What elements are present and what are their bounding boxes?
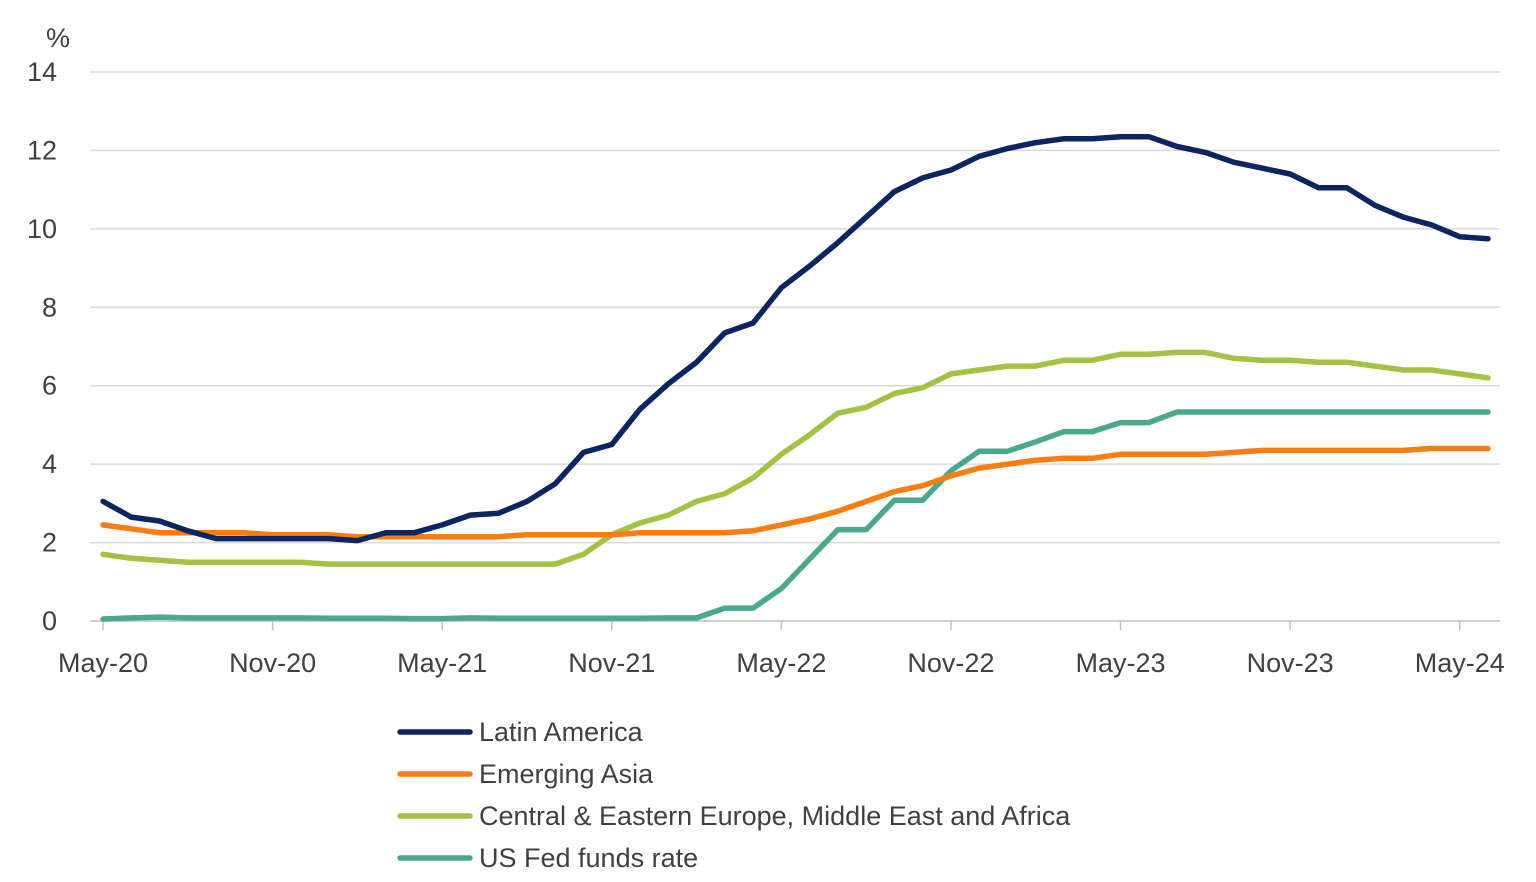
x-tick-label: Nov-22 <box>907 648 994 678</box>
legend-label: Emerging Asia <box>479 759 654 789</box>
y-tick-label: 2 <box>42 528 57 558</box>
x-tick-label: May-20 <box>58 648 148 678</box>
series-line-emerging-asia <box>100 445 1491 540</box>
y-tick-label: 0 <box>42 606 57 636</box>
gridlines <box>90 71 1500 544</box>
y-tick-label: 10 <box>27 214 57 244</box>
legend-label: US Fed funds rate <box>479 843 698 873</box>
x-tick-label: Nov-20 <box>229 648 316 678</box>
series-lines <box>100 133 1491 622</box>
series-line-central-eastern-europe-middle-east-and-africa <box>100 349 1491 567</box>
x-tick-label: May-21 <box>397 648 487 678</box>
x-tick-label: Nov-21 <box>568 648 655 678</box>
series-line-us-fed-funds-rate <box>100 409 1491 622</box>
y-tick-label: 12 <box>27 135 57 165</box>
y-tick-label: 6 <box>42 371 57 401</box>
x-tick-label: Nov-23 <box>1247 648 1334 678</box>
x-tick-label: May-24 <box>1415 648 1505 678</box>
axes: 0 2 4 6 8 10 12 14% May-20 Nov-20 May-21 Nov-21 May-… <box>27 23 1505 678</box>
y-axis-unit-label: % <box>46 23 70 53</box>
y-tick-label: 4 <box>42 449 57 479</box>
series-line-latin-america <box>100 133 1491 544</box>
legend: Latin America Emerging Asia Central & East… <box>397 717 1071 873</box>
x-tick-label: May-22 <box>736 648 826 678</box>
legend-label: Central & Eastern Europe, Middle East an… <box>479 801 1071 831</box>
y-tick-label: 14 <box>27 57 57 87</box>
x-tick-label: May-23 <box>1076 648 1166 678</box>
legend-label: Latin America <box>479 717 644 747</box>
y-tick-label: 8 <box>42 292 57 322</box>
